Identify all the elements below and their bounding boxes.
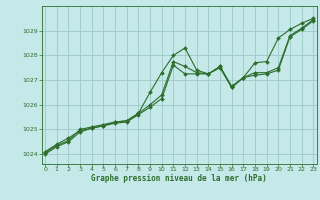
X-axis label: Graphe pression niveau de la mer (hPa): Graphe pression niveau de la mer (hPa) [91,174,267,183]
